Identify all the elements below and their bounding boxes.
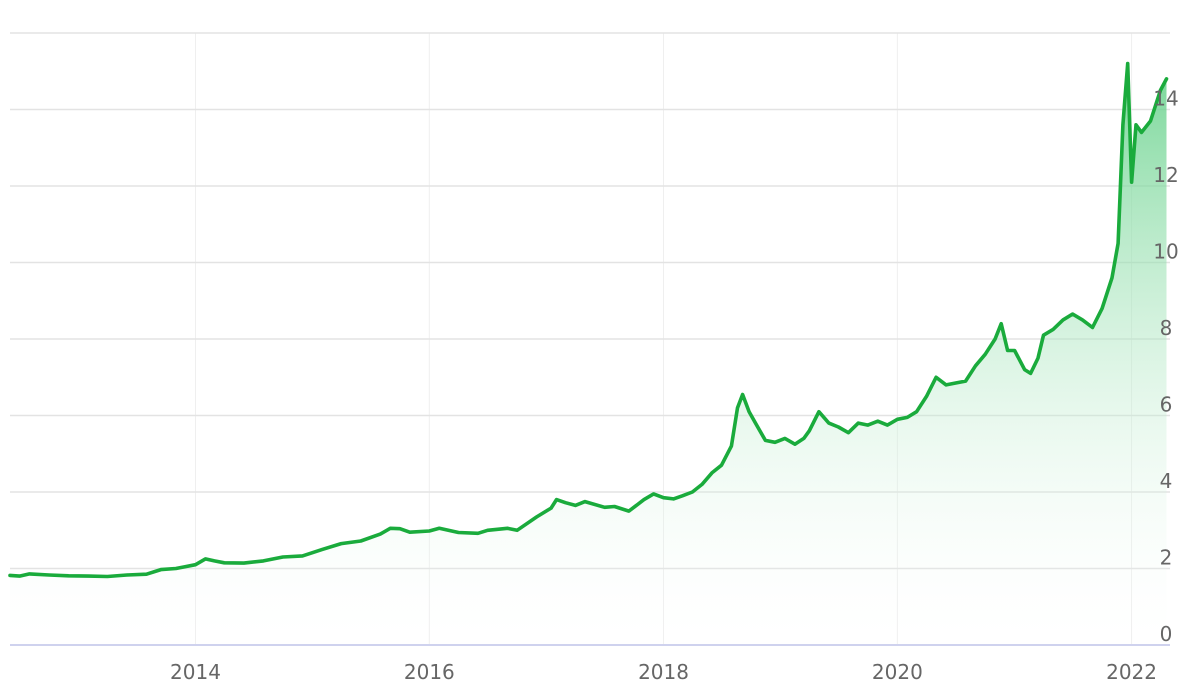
y-tick-label-4: 4 [1160,469,1173,493]
y-tick-label-14: 14 [1153,87,1178,111]
y-axis-tick-labels: 0 2 4 6 8 10 12 14 [1153,87,1178,647]
y-tick-label-6: 6 [1160,393,1173,417]
series-line [8,61,1169,579]
y-tick-label-0: 0 [1160,622,1173,646]
x-tick-label-2016: 2016 [404,660,455,684]
x-tick-label-2020: 2020 [872,660,923,684]
x-tick-label-2018: 2018 [638,660,689,684]
x-axis-tick-labels: 2014 2016 2018 2020 2022 [170,660,1157,684]
y-tick-label-12: 12 [1153,163,1178,187]
x-tick-label-2022: 2022 [1106,660,1157,684]
y-tick-label-10: 10 [1153,240,1178,264]
y-tick-label-2: 2 [1160,546,1173,570]
series-area [10,63,1167,646]
y-tick-label-8: 8 [1160,316,1173,340]
x-tick-label-2014: 2014 [170,660,221,684]
